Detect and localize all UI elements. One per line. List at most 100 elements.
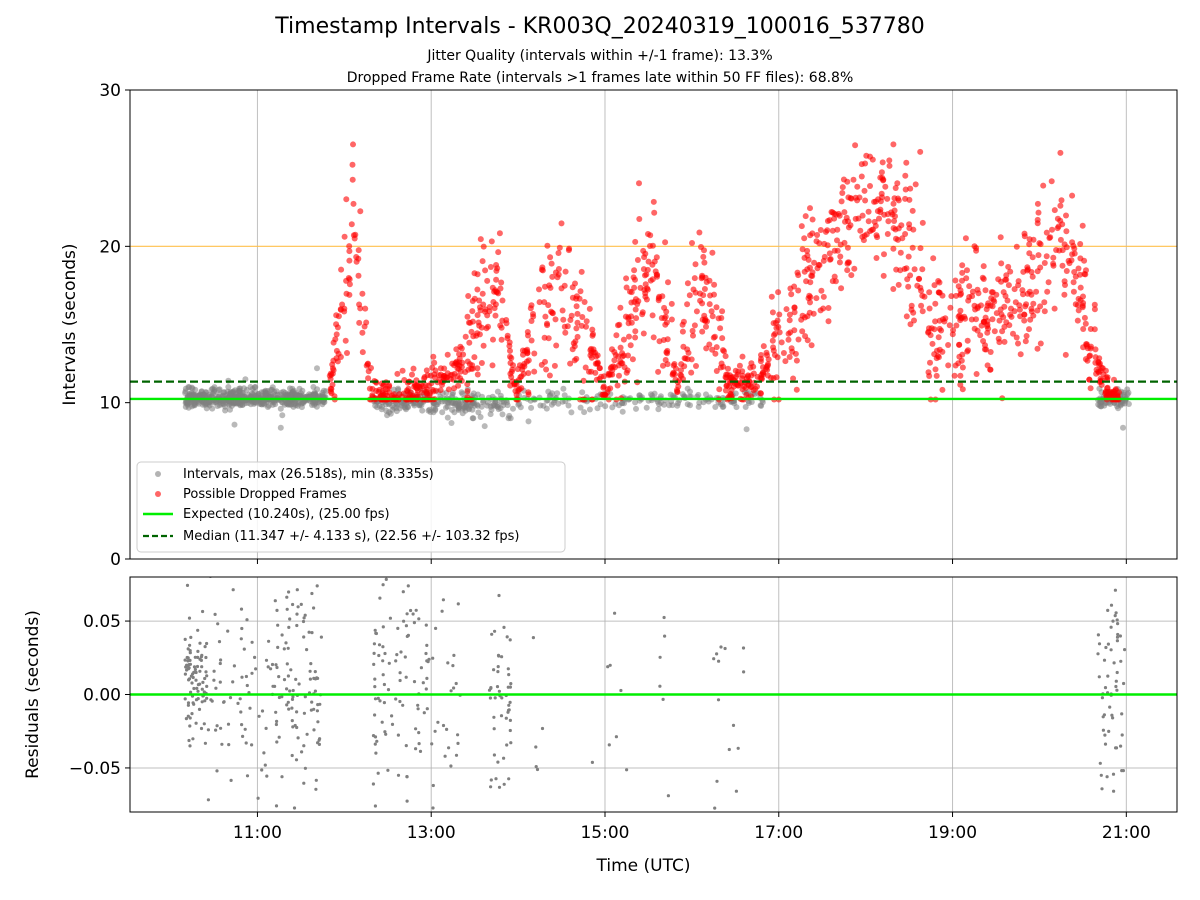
dropped-frame-point	[594, 352, 601, 359]
dropped-frame-point	[874, 208, 881, 215]
dropped-frame-point	[939, 292, 946, 299]
residual-point	[719, 645, 723, 649]
interval-point	[687, 388, 693, 395]
dropped-frame-point	[713, 368, 720, 374]
residual-point	[275, 719, 279, 724]
dropped-frame-point	[482, 267, 489, 274]
dropped-frame-point	[851, 265, 858, 272]
dropped-frame-point	[917, 148, 924, 155]
residual-point	[276, 623, 280, 627]
dropped-frame-point	[474, 371, 481, 378]
dropped-frame-point	[578, 322, 585, 329]
residual-point	[1114, 746, 1118, 750]
dropped-frame-point	[1044, 288, 1051, 295]
residual-point	[198, 669, 202, 673]
dropped-frame-point	[852, 142, 859, 149]
dropped-frame-point	[582, 364, 589, 371]
dropped-frame-point	[836, 259, 843, 266]
dropped-frame-point	[710, 334, 717, 341]
dropped-frame-point	[642, 293, 649, 300]
interval-point	[449, 400, 456, 406]
dropped-frame-point	[493, 262, 500, 268]
dropped-frame-point	[355, 255, 362, 262]
residual-point	[417, 731, 421, 735]
dropped-frame-point	[480, 243, 487, 250]
dropped-frame-point	[679, 328, 686, 335]
dropped-frame-point	[829, 209, 836, 216]
dropped-frame-point	[609, 367, 616, 374]
residual-point	[373, 628, 377, 632]
residual-point	[507, 673, 511, 677]
dropped-frame-point	[544, 242, 551, 249]
dropped-frame-point	[589, 332, 596, 339]
residual-point	[421, 681, 425, 685]
residual-point	[1103, 536, 1106, 539]
dropped-frame-point	[758, 352, 764, 358]
residual-point	[727, 747, 731, 752]
dropped-frame-point	[661, 304, 668, 311]
dropped-frame-point	[626, 333, 632, 340]
interval-point	[470, 415, 477, 422]
dropped-frame-point	[396, 391, 403, 398]
dropped-frame-point	[987, 349, 994, 355]
residual-point	[1096, 652, 1100, 656]
dropped-frame-point	[431, 374, 438, 381]
dropped-frame-point	[879, 159, 886, 166]
dropped-frame-point	[623, 369, 630, 376]
dropped-frame-point	[905, 253, 912, 260]
dropped-frame-point	[799, 328, 806, 335]
dropped-frame-point	[818, 287, 825, 294]
dropped-frame-point	[780, 350, 787, 356]
residual-point	[1113, 614, 1117, 618]
residual-point	[414, 747, 418, 751]
residual-point	[1115, 618, 1119, 622]
interval-point	[182, 390, 189, 396]
residual-point	[531, 636, 536, 640]
residual-point	[198, 657, 202, 661]
dropped-frame-point	[634, 257, 641, 263]
dropped-frame-point	[763, 349, 770, 356]
residual-point	[301, 619, 306, 624]
residual-point	[422, 711, 426, 715]
dropped-frame-point	[333, 312, 340, 319]
dropped-frame-point	[553, 342, 560, 349]
dropped-frame-point	[342, 337, 349, 344]
residual-point	[507, 708, 511, 712]
residual-point	[188, 643, 192, 647]
dropped-frame-point	[757, 390, 764, 397]
dropped-frame-point	[633, 315, 640, 322]
dropped-frame-point	[478, 360, 485, 366]
dropped-frame-point	[689, 240, 695, 246]
residual-point	[1123, 648, 1127, 652]
dropped-frame-point	[974, 286, 981, 293]
dropped-frame-point	[462, 333, 469, 340]
dropped-frame-point	[365, 368, 372, 375]
residual-point	[496, 653, 501, 657]
dropped-frame-point	[795, 287, 802, 294]
dropped-frame-point	[357, 208, 364, 215]
dropped-frame-point	[332, 336, 339, 343]
dropped-frame-point	[941, 318, 948, 325]
dropped-frame-point	[1071, 269, 1078, 275]
dropped-frame-point	[631, 284, 638, 291]
dropped-frame-point	[713, 344, 720, 351]
residual-point	[196, 655, 200, 660]
dropped-frame-point	[480, 342, 487, 349]
interval-point	[291, 401, 297, 408]
residual-point	[431, 656, 435, 660]
dropped-frame-point	[768, 293, 775, 300]
residual-point	[212, 678, 216, 682]
residual-point	[1098, 761, 1102, 765]
residual-point	[1108, 705, 1112, 709]
interval-point	[481, 423, 488, 430]
residual-point	[508, 700, 512, 705]
dropped-frame-point	[1057, 236, 1064, 243]
dropped-frame-point	[346, 257, 353, 264]
dropped-frame-point	[651, 258, 658, 265]
residual-point	[198, 682, 202, 686]
residual-point	[305, 732, 309, 736]
residual-point	[294, 758, 299, 762]
dropped-frame-point	[689, 327, 696, 334]
residual-point	[713, 806, 717, 810]
dropped-frame-point	[933, 372, 940, 379]
